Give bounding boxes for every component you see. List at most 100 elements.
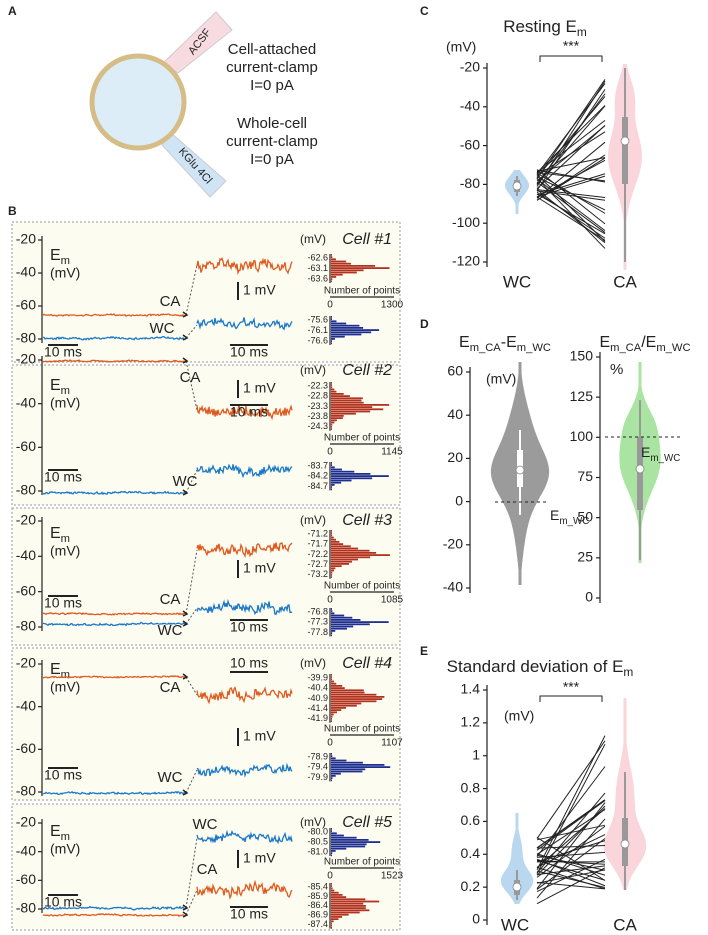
wc-config: I=0 pA: [250, 151, 294, 168]
panel-title: Resting Em: [503, 17, 587, 39]
scale-label: 1 mV: [243, 850, 276, 866]
hist-tick-label: -85.9: [307, 891, 328, 901]
y-axis-unit: (mV): [50, 543, 80, 559]
paired-line: [536, 837, 606, 881]
hist-bar: [331, 576, 332, 578]
hist-tick-label: -78.9: [307, 751, 328, 761]
wc-zoom-trace: [196, 463, 293, 479]
hist-bar: [331, 709, 342, 711]
hist-tick-label: -71.2: [307, 528, 328, 538]
hist-unit: (mV): [300, 363, 326, 377]
hist-bar: [331, 759, 347, 762]
paired-line: [536, 858, 606, 893]
hist-bar: [331, 466, 335, 469]
zoom-connector: [185, 607, 198, 625]
wc-label: WC: [173, 473, 198, 490]
zoom-connector: [185, 889, 198, 916]
paired-line: [536, 178, 606, 231]
hist-bar: [331, 612, 335, 615]
scale-label: 10 ms: [230, 404, 268, 420]
y-tick-label: -20: [16, 231, 36, 247]
y-tick-label: 0.6: [461, 812, 481, 828]
hist-bar: [331, 399, 362, 402]
cell-body: [89, 53, 187, 151]
hist-bar: [331, 271, 357, 274]
paired-line: [536, 124, 606, 190]
hist-bar: [331, 401, 364, 404]
hist-bar: [331, 924, 332, 927]
hist-bar: [331, 554, 390, 556]
y-tick-label: 150: [570, 348, 594, 364]
hist-bar: [331, 764, 385, 766]
hist-axis-title: Number of points: [324, 724, 400, 735]
ca-zoom-trace: [196, 542, 293, 559]
hist-tick-label: -86.9: [307, 910, 328, 920]
hist-bar: [331, 753, 332, 755]
hist-bar: [331, 779, 332, 782]
paired-line: [536, 858, 606, 887]
hist-unit: (mV): [300, 513, 326, 527]
zoom-arrow: [182, 789, 189, 796]
significance: ***: [563, 679, 580, 695]
hist-bar: [331, 775, 336, 777]
y-tick-label: 125: [570, 388, 594, 404]
hist-bar: [331, 484, 335, 486]
hist-bar: [331, 464, 332, 466]
panel-label: B: [8, 204, 17, 218]
hist-axis-title: Number of points: [324, 433, 400, 444]
subscript: m: [61, 669, 70, 681]
hist-bar: [331, 922, 332, 925]
hist-bar: [331, 850, 336, 852]
scale-label: 10 ms: [44, 894, 82, 910]
y-tick-label: 0.8: [461, 779, 481, 795]
hist-bar: [331, 269, 364, 272]
y-tick-label: 1.2: [461, 714, 481, 730]
y-tick-label: -80: [460, 175, 480, 191]
hist-bar: [331, 273, 343, 276]
hist-bar: [331, 534, 333, 537]
hist-bar: [331, 331, 372, 334]
subscript: m_WC: [517, 342, 551, 354]
scale-label: 10 ms: [44, 344, 82, 360]
zoom-arrow: [182, 620, 189, 627]
scale-label: 1 mV: [243, 282, 276, 298]
hist-bar: [331, 410, 371, 413]
y-tick-label: -40: [16, 394, 36, 410]
hist-bar: [331, 390, 337, 393]
hist-bar: [331, 678, 333, 681]
hist-tick-label: -41.4: [307, 703, 328, 713]
paired-line: [536, 89, 606, 191]
violin-wc: [500, 813, 534, 904]
y-tick-label: 25: [577, 549, 593, 565]
hist-tick-label: -77.3: [307, 617, 328, 627]
hist-bar: [331, 621, 389, 623]
hist-bar: [331, 768, 366, 771]
paired-line: [536, 189, 606, 244]
panel-label: A: [8, 4, 17, 18]
hist-tick-label: -23.3: [307, 401, 328, 411]
y-axis-label: Em: [50, 823, 70, 843]
paired-line: [536, 881, 606, 890]
subscript: m_CA: [610, 342, 642, 354]
hist-tick-label: -87.4: [307, 919, 328, 929]
hist-bar: [331, 839, 369, 841]
hist-bar: [331, 854, 332, 857]
y-tick-label: -60: [16, 871, 36, 887]
hist-bar: [331, 883, 332, 885]
y-axis-label: Em: [50, 247, 70, 267]
hist-bar: [331, 707, 347, 709]
wc-zoom-trace: [196, 316, 293, 331]
hist-tick-label: -84.7: [307, 481, 328, 491]
zoom-arrow: [182, 673, 189, 680]
hist-bar: [331, 614, 345, 617]
hist-bar: [331, 702, 362, 705]
hist-bar: [331, 530, 332, 532]
hist-bar: [331, 567, 336, 570]
text-part: E: [599, 334, 610, 351]
hist-bar: [331, 536, 334, 539]
hist-tick-label: -83.7: [307, 460, 328, 470]
y-tick-label: -60: [16, 740, 36, 756]
wc-config: Whole-cell: [237, 115, 307, 132]
hist-bar: [331, 322, 347, 325]
hist-bar: [331, 691, 365, 694]
